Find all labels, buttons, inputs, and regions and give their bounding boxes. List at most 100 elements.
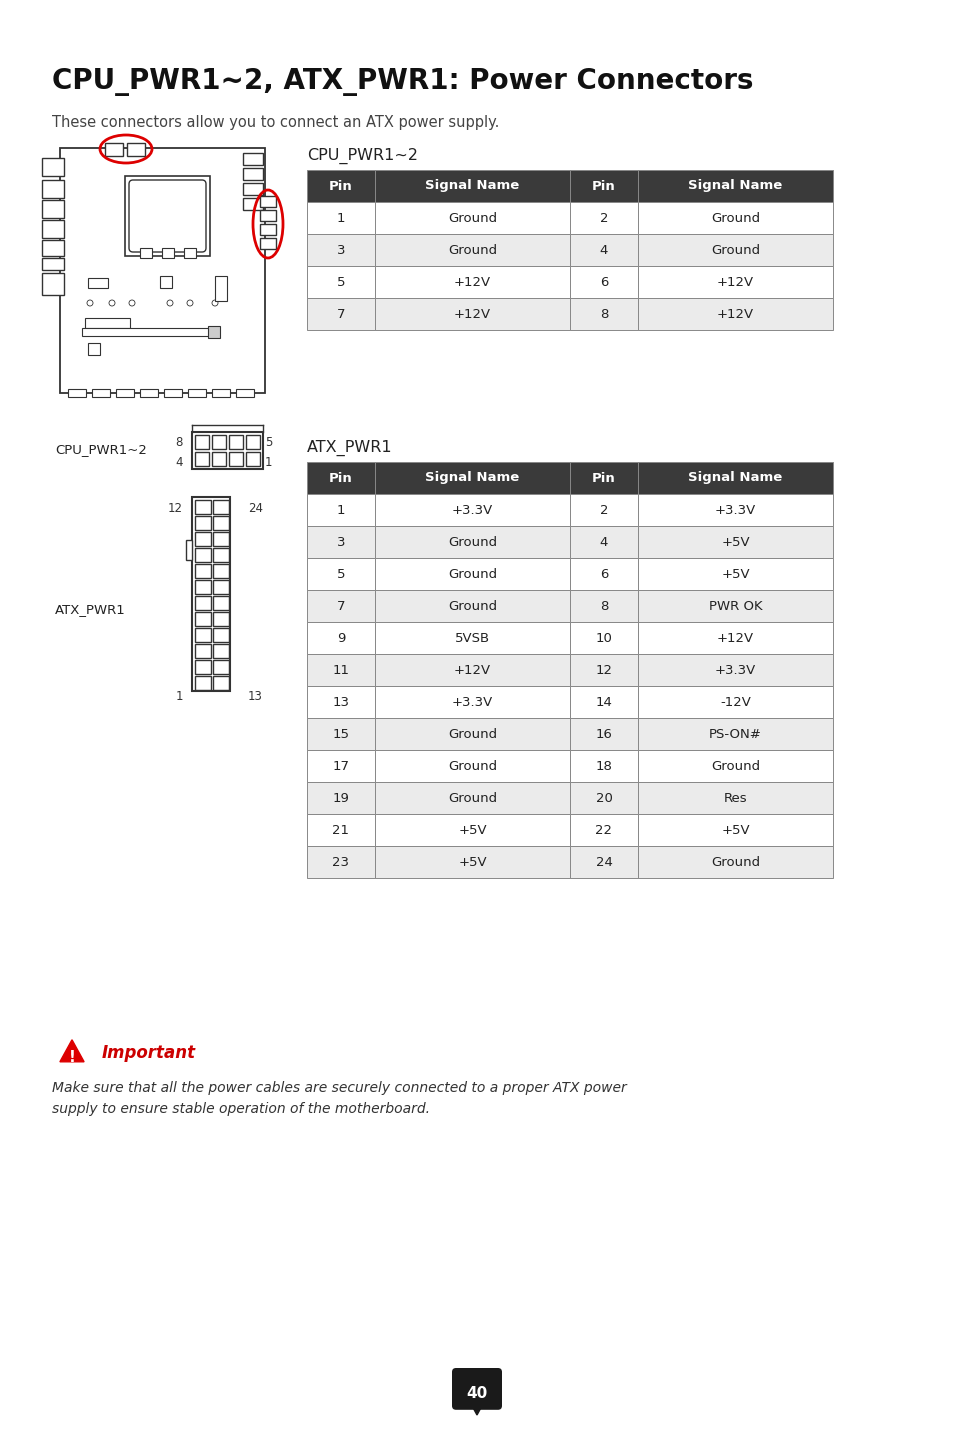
- Bar: [569, 526, 638, 558]
- Text: 18: 18: [595, 759, 612, 772]
- Bar: [569, 813, 638, 846]
- Text: 23: 23: [333, 855, 349, 868]
- Bar: [638, 590, 832, 621]
- Text: CPU_PWR1~2: CPU_PWR1~2: [307, 147, 417, 165]
- Bar: [82, 328, 212, 337]
- Circle shape: [87, 299, 92, 306]
- Text: 7: 7: [336, 600, 345, 613]
- Text: 1: 1: [336, 504, 345, 517]
- Text: 22: 22: [595, 823, 612, 836]
- Bar: [638, 813, 832, 846]
- Text: 5: 5: [336, 567, 345, 580]
- Bar: [638, 558, 832, 590]
- Bar: [194, 676, 211, 690]
- Bar: [569, 846, 638, 878]
- Bar: [213, 629, 229, 642]
- Bar: [194, 500, 211, 514]
- Text: 16: 16: [595, 727, 612, 740]
- Bar: [88, 278, 108, 288]
- Text: 13: 13: [248, 689, 263, 703]
- Text: PWR OK: PWR OK: [708, 600, 761, 613]
- Text: Signal Name: Signal Name: [425, 471, 519, 484]
- Text: 2: 2: [599, 504, 608, 517]
- Bar: [638, 494, 832, 526]
- Text: 1: 1: [336, 212, 345, 225]
- Bar: [246, 435, 260, 450]
- Bar: [243, 168, 263, 180]
- Bar: [194, 644, 211, 657]
- Bar: [260, 238, 275, 249]
- Bar: [194, 660, 211, 674]
- Bar: [213, 596, 229, 610]
- Bar: [42, 200, 64, 218]
- Text: 6: 6: [599, 567, 608, 580]
- Bar: [243, 183, 263, 195]
- Text: Ground: Ground: [448, 792, 497, 805]
- Text: CPU_PWR1~2: CPU_PWR1~2: [55, 444, 147, 457]
- Bar: [307, 463, 375, 494]
- Text: Ground: Ground: [448, 567, 497, 580]
- Bar: [375, 233, 569, 266]
- Bar: [213, 516, 229, 530]
- Text: Important: Important: [102, 1044, 196, 1063]
- Bar: [307, 750, 375, 782]
- Text: 8: 8: [175, 437, 183, 450]
- Text: 17: 17: [333, 759, 349, 772]
- Bar: [105, 143, 123, 156]
- Bar: [307, 686, 375, 717]
- Text: Ground: Ground: [448, 536, 497, 548]
- Text: 12: 12: [168, 501, 183, 514]
- FancyBboxPatch shape: [129, 180, 206, 252]
- Text: 24: 24: [248, 501, 263, 514]
- Text: 14: 14: [595, 696, 612, 709]
- Bar: [213, 611, 229, 626]
- Bar: [213, 533, 229, 546]
- Text: +12V: +12V: [717, 632, 753, 644]
- Circle shape: [187, 299, 193, 306]
- Text: 11: 11: [333, 663, 349, 676]
- Text: Pin: Pin: [329, 179, 353, 192]
- Bar: [194, 453, 209, 465]
- Bar: [569, 202, 638, 233]
- Text: -12V: -12V: [720, 696, 750, 709]
- Bar: [638, 266, 832, 298]
- Bar: [125, 176, 210, 256]
- Circle shape: [109, 299, 115, 306]
- Text: Signal Name: Signal Name: [688, 471, 781, 484]
- Bar: [569, 654, 638, 686]
- Text: Pin: Pin: [592, 471, 616, 484]
- Text: 4: 4: [599, 243, 608, 256]
- Bar: [85, 318, 130, 328]
- Text: Ground: Ground: [448, 727, 497, 740]
- Text: 19: 19: [333, 792, 349, 805]
- Text: 20: 20: [595, 792, 612, 805]
- Text: ATX_PWR1: ATX_PWR1: [55, 603, 126, 617]
- Bar: [127, 143, 145, 156]
- Bar: [260, 211, 275, 221]
- Bar: [569, 266, 638, 298]
- Text: 1: 1: [265, 457, 273, 470]
- Text: 4: 4: [175, 457, 183, 470]
- Bar: [307, 526, 375, 558]
- Bar: [375, 846, 569, 878]
- Text: +3.3V: +3.3V: [714, 663, 756, 676]
- Bar: [569, 170, 638, 202]
- Bar: [213, 676, 229, 690]
- Circle shape: [129, 299, 135, 306]
- Text: +5V: +5V: [720, 567, 749, 580]
- Text: 12: 12: [595, 663, 612, 676]
- Bar: [569, 750, 638, 782]
- Text: 8: 8: [599, 308, 608, 321]
- Bar: [42, 274, 64, 295]
- Text: Ground: Ground: [448, 600, 497, 613]
- Text: Ground: Ground: [448, 759, 497, 772]
- Bar: [638, 782, 832, 813]
- Bar: [638, 233, 832, 266]
- Bar: [307, 494, 375, 526]
- Bar: [307, 621, 375, 654]
- Text: 5: 5: [336, 275, 345, 288]
- Bar: [194, 611, 211, 626]
- Bar: [638, 717, 832, 750]
- Bar: [194, 435, 209, 450]
- Bar: [375, 717, 569, 750]
